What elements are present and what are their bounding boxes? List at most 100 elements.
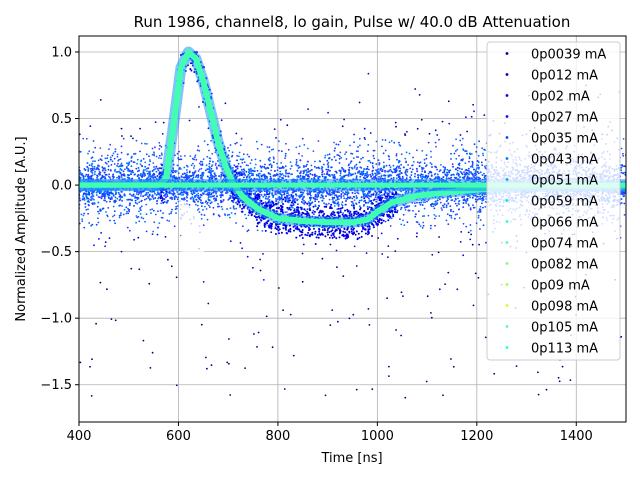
- data-point: [204, 214, 206, 216]
- data-point: [285, 173, 287, 175]
- data-point: [152, 233, 154, 235]
- data-point: [269, 160, 271, 162]
- data-point: [387, 256, 389, 258]
- data-point: [465, 162, 467, 164]
- data-point: [306, 164, 308, 166]
- data-point: [193, 159, 195, 161]
- data-point: [83, 213, 85, 215]
- data-point: [437, 200, 439, 202]
- data-point: [120, 191, 122, 193]
- data-point: [220, 175, 222, 177]
- data-point: [356, 168, 358, 170]
- data-point: [318, 140, 320, 142]
- data-point: [455, 214, 457, 216]
- data-point: [297, 165, 299, 167]
- data-point: [98, 213, 100, 215]
- data-point: [202, 209, 204, 211]
- data-point: [220, 191, 222, 193]
- data-point: [476, 164, 478, 166]
- data-point: [342, 205, 344, 207]
- data-point: [295, 164, 297, 166]
- data-point: [354, 165, 356, 167]
- data-point: [402, 220, 404, 222]
- data-point: [201, 218, 203, 220]
- data-point: [428, 142, 430, 144]
- data-point: [375, 163, 377, 165]
- data-point: [416, 202, 418, 204]
- data-point: [622, 153, 624, 155]
- data-point: [199, 163, 201, 165]
- data-point: [472, 244, 474, 246]
- data-point: [285, 165, 287, 167]
- data-point: [385, 221, 387, 223]
- data-point: [484, 177, 486, 179]
- data-point: [180, 155, 182, 157]
- data-point: [286, 192, 288, 194]
- data-point: [270, 163, 272, 165]
- data-point: [421, 171, 423, 173]
- data-point: [105, 241, 107, 243]
- data-point: [121, 205, 123, 207]
- data-point: [106, 201, 108, 203]
- data-point: [330, 244, 332, 246]
- data-point: [326, 160, 328, 162]
- data-point: [399, 218, 401, 220]
- data-point: [372, 167, 374, 169]
- data-point: [401, 207, 403, 209]
- data-point: [210, 196, 212, 198]
- data-point: [193, 167, 195, 169]
- data-point: [209, 160, 211, 162]
- data-point: [321, 172, 323, 174]
- data-point: [307, 161, 309, 163]
- data-point: [399, 170, 401, 172]
- data-point: [215, 199, 217, 201]
- data-point: [177, 205, 179, 207]
- data-point: [201, 205, 203, 207]
- data-point: [367, 160, 369, 162]
- data-point: [152, 148, 154, 150]
- data-point: [124, 209, 126, 211]
- data-point: [227, 147, 229, 149]
- data-point: [405, 209, 407, 211]
- data-point: [479, 209, 481, 211]
- data-point: [229, 217, 231, 219]
- data-point: [342, 125, 344, 127]
- data-point: [407, 221, 409, 223]
- data-point: [205, 201, 207, 203]
- data-point: [473, 207, 475, 209]
- data-point: [321, 166, 323, 168]
- data-point: [117, 160, 119, 162]
- data-point: [404, 158, 406, 160]
- data-point: [279, 167, 281, 169]
- data-point: [107, 207, 109, 209]
- chart-title: Run 1986, channel8, lo gain, Pulse w/ 40…: [134, 13, 571, 31]
- data-point: [160, 202, 162, 204]
- data-point: [111, 196, 113, 198]
- data-point: [260, 270, 262, 272]
- data-point: [400, 224, 402, 226]
- data-point: [411, 174, 413, 176]
- data-point: [430, 225, 432, 227]
- data-point: [365, 173, 367, 175]
- data-point: [87, 153, 89, 155]
- data-point: [206, 156, 208, 158]
- data-point: [472, 161, 474, 163]
- data-point: [114, 158, 116, 160]
- data-point: [94, 166, 96, 168]
- data-point: [381, 170, 383, 172]
- data-point: [419, 204, 421, 206]
- data-point: [217, 206, 219, 208]
- data-point: [198, 150, 200, 152]
- data-point: [444, 168, 446, 170]
- data-point: [396, 153, 398, 155]
- data-point: [131, 165, 133, 167]
- data-point: [480, 206, 482, 208]
- data-point: [299, 159, 301, 161]
- data-point: [411, 171, 413, 173]
- data-point: [362, 157, 364, 159]
- data-point: [416, 232, 418, 234]
- data-point: [107, 216, 109, 218]
- data-point: [485, 201, 487, 203]
